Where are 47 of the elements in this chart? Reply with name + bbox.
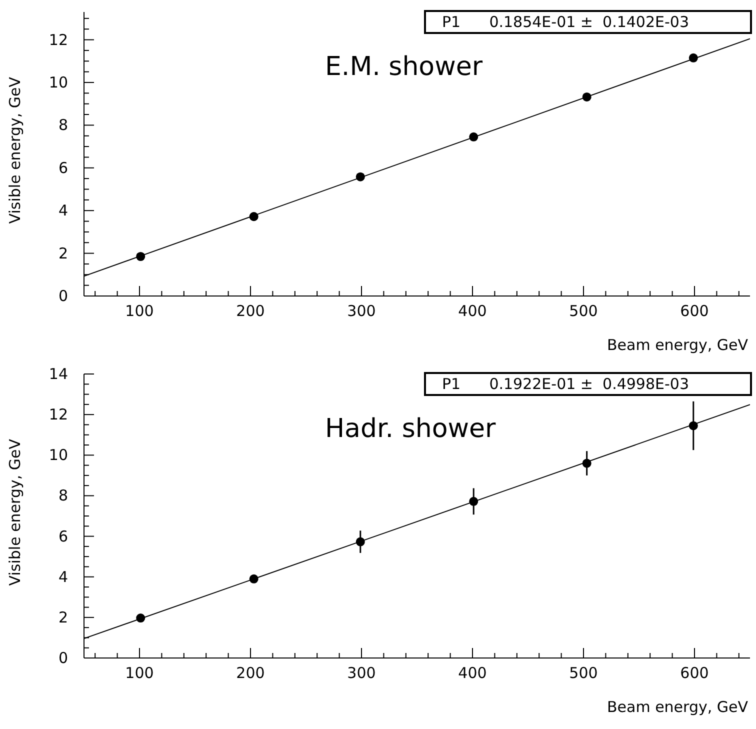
x-tick-label: 600 (680, 302, 709, 320)
x-axis-title: Beam energy, GeV (606, 336, 748, 354)
point (582, 458, 592, 468)
point (249, 212, 258, 222)
point (249, 574, 258, 584)
y-axis-title: Visible energy, GeV (6, 439, 24, 586)
x-tick-label: 500 (569, 302, 598, 320)
x-tick-label: 500 (569, 664, 598, 682)
x-tick-label: 600 (680, 664, 709, 682)
y-axis-title: Visible energy, GeV (6, 77, 24, 224)
y-tick-label: 12 (48, 30, 68, 49)
y-tick-label: 8 (58, 116, 68, 134)
y-tick-label: 2 (58, 608, 68, 626)
y-tick-label: 6 (58, 527, 68, 546)
y-tick-label: 14 (48, 365, 68, 383)
x-tick-label: 300 (347, 664, 376, 682)
y-tick-label: 10 (48, 446, 68, 464)
annotation: E.M. shower (325, 52, 483, 82)
x-tick-label: 100 (125, 664, 154, 682)
x-tick-label: 300 (347, 302, 376, 320)
y-tick-label: 4 (58, 202, 68, 220)
y-tick-label: 0 (58, 649, 68, 667)
point (582, 92, 592, 102)
x-axis-title: Beam energy, GeV (606, 698, 748, 716)
y-tick-label: 10 (48, 73, 68, 92)
x-tick-label: 400 (458, 664, 487, 682)
point (688, 53, 698, 62)
point (356, 537, 365, 546)
point (469, 132, 478, 142)
y-tick-label: 2 (58, 244, 68, 262)
annotation: P1 0.1922E-01 ± 0.4998E-03 (426, 374, 750, 394)
point (688, 421, 698, 430)
y-tick-label: 0 (58, 287, 68, 305)
y-tick-label: 12 (48, 406, 68, 424)
point (469, 496, 478, 506)
x-tick-label: 200 (236, 664, 265, 682)
annotation: P1 0.1854E-01 ± 0.1402E-03 (426, 12, 750, 32)
point (136, 614, 146, 623)
point (356, 172, 365, 182)
x-tick-label: 100 (125, 302, 154, 320)
x-tick-label: 400 (458, 302, 487, 320)
point (136, 252, 146, 261)
annotation: Hadr. shower (325, 414, 496, 444)
y-tick-label: 8 (58, 486, 68, 505)
y-tick-label: 6 (58, 158, 68, 177)
y-tick-label: 4 (58, 568, 68, 586)
x-tick-label: 200 (236, 302, 265, 320)
